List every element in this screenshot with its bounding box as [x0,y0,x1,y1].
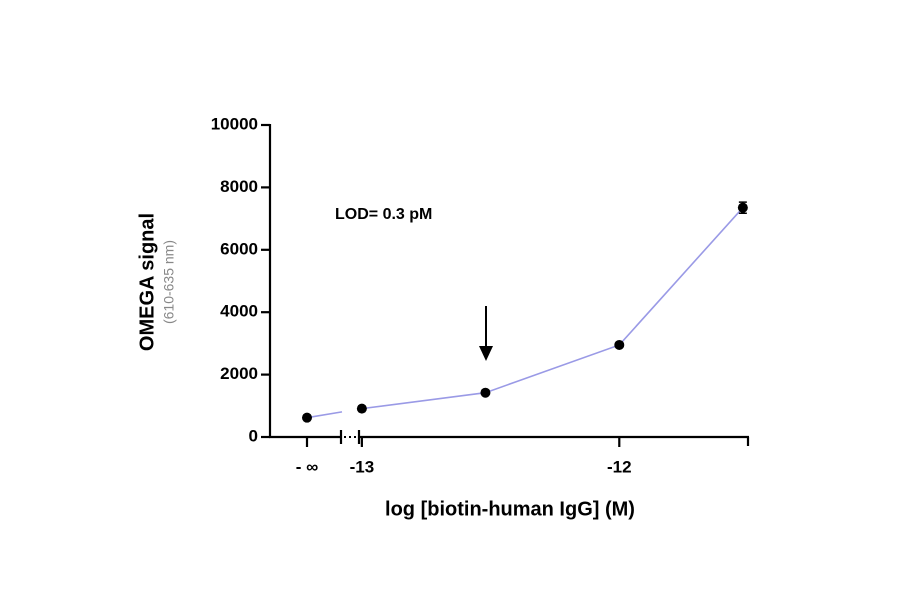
y-axis-sublabel: (610-635 nm) [161,240,177,324]
y-axis-label: OMEGA signal [136,213,158,351]
zero-connector [306,411,343,419]
x-axis-label: log [biotin-human IgG] (M) [385,498,635,520]
zero-point [302,412,312,423]
x-tick-label: -12 [607,457,632,476]
data-point [480,387,491,398]
data-point [356,403,367,414]
y-tick-label: 2000 [220,364,258,383]
axes [268,124,750,446]
x-tick-label: -13 [350,457,375,476]
y-tick-label: 6000 [220,239,258,258]
y-tick-label: 8000 [220,177,258,196]
data-point [614,339,625,350]
x-tick-label: - ∞ [296,457,319,476]
lod-arrow [479,306,493,361]
y-tick-label: 4000 [220,302,258,321]
data-line [361,207,744,410]
y-tick-label: 0 [249,426,258,445]
y-tick-label: 10000 [211,114,258,133]
data-point [737,202,748,213]
annotation: LOD= 0.3 pM [335,206,432,223]
